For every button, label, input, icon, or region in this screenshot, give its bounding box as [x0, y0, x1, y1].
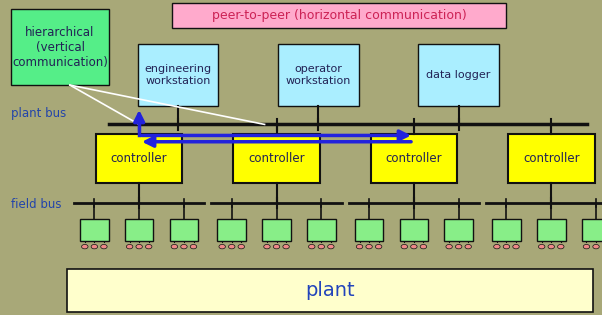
Text: controller: controller — [385, 152, 442, 165]
Ellipse shape — [91, 244, 98, 249]
Bar — [125, 219, 154, 241]
Bar — [492, 219, 521, 241]
Ellipse shape — [238, 244, 244, 249]
Ellipse shape — [229, 244, 235, 249]
Ellipse shape — [411, 244, 417, 249]
Bar — [80, 219, 109, 241]
Ellipse shape — [82, 244, 88, 249]
Ellipse shape — [264, 244, 270, 249]
Ellipse shape — [593, 244, 599, 249]
Bar — [233, 134, 320, 183]
Bar — [444, 219, 473, 241]
Text: peer-to-peer (horizontal communication): peer-to-peer (horizontal communication) — [212, 9, 467, 22]
Bar — [582, 219, 602, 241]
Ellipse shape — [465, 244, 471, 249]
Bar — [96, 134, 182, 183]
Ellipse shape — [126, 244, 133, 249]
Bar — [278, 44, 359, 106]
Ellipse shape — [376, 244, 382, 249]
Bar — [138, 44, 219, 106]
Ellipse shape — [446, 244, 452, 249]
Text: controller: controller — [111, 152, 167, 165]
Text: engineering
workstation: engineering workstation — [144, 64, 211, 86]
Ellipse shape — [420, 244, 427, 249]
Ellipse shape — [136, 244, 143, 249]
Ellipse shape — [283, 244, 290, 249]
Ellipse shape — [273, 244, 280, 249]
Ellipse shape — [583, 244, 590, 249]
Bar — [11, 9, 110, 85]
Text: data logger: data logger — [426, 70, 491, 80]
Ellipse shape — [366, 244, 372, 249]
Ellipse shape — [401, 244, 408, 249]
Ellipse shape — [503, 244, 510, 249]
Text: plant: plant — [305, 281, 355, 300]
Bar — [537, 219, 565, 241]
Ellipse shape — [318, 244, 324, 249]
Ellipse shape — [309, 244, 315, 249]
Text: field bus: field bus — [11, 198, 61, 211]
Ellipse shape — [557, 244, 564, 249]
Ellipse shape — [219, 244, 225, 249]
Ellipse shape — [101, 244, 107, 249]
Bar — [217, 219, 246, 241]
Text: operator
workstation: operator workstation — [285, 64, 351, 86]
Bar — [67, 269, 593, 312]
Bar — [371, 134, 457, 183]
Ellipse shape — [494, 244, 500, 249]
Bar — [262, 219, 291, 241]
Bar — [170, 219, 198, 241]
Bar — [307, 219, 336, 241]
Text: plant bus: plant bus — [11, 107, 66, 120]
Ellipse shape — [190, 244, 197, 249]
Text: controller: controller — [523, 152, 580, 165]
Text: hierarchical
(vertical
communication): hierarchical (vertical communication) — [12, 26, 108, 69]
Bar — [355, 219, 383, 241]
Bar — [400, 219, 428, 241]
Ellipse shape — [171, 244, 178, 249]
Ellipse shape — [356, 244, 363, 249]
Ellipse shape — [146, 244, 152, 249]
Ellipse shape — [548, 244, 554, 249]
Ellipse shape — [456, 244, 462, 249]
Bar — [508, 134, 595, 183]
Ellipse shape — [327, 244, 334, 249]
Bar — [172, 3, 506, 28]
Bar — [418, 44, 499, 106]
Ellipse shape — [538, 244, 545, 249]
Ellipse shape — [181, 244, 187, 249]
Ellipse shape — [513, 244, 520, 249]
Text: controller: controller — [248, 152, 305, 165]
